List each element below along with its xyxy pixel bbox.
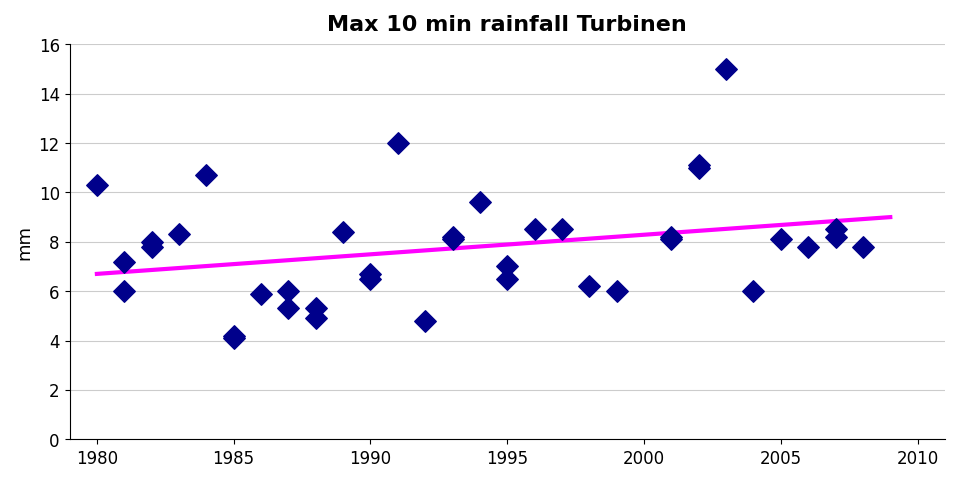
Point [801, 243, 816, 251]
Point [226, 335, 241, 342]
Point [691, 164, 707, 172]
Point [718, 66, 733, 73]
Point [609, 288, 624, 295]
Point [308, 315, 324, 322]
Point [444, 233, 460, 241]
Point [418, 317, 433, 325]
Point [171, 231, 186, 239]
Point [527, 226, 542, 234]
Point [89, 182, 105, 189]
Point [280, 305, 296, 312]
Title: Max 10 min rainfall Turbinen: Max 10 min rainfall Turbinen [327, 15, 687, 35]
Point [828, 233, 843, 241]
Point [582, 282, 597, 290]
Y-axis label: mm: mm [15, 225, 33, 260]
Point [855, 243, 871, 251]
Point [226, 332, 241, 340]
Point [144, 238, 159, 246]
Point [444, 236, 460, 243]
Point [828, 226, 843, 234]
Point [663, 236, 679, 243]
Point [499, 275, 515, 283]
Point [335, 228, 350, 236]
Point [199, 172, 214, 179]
Point [144, 243, 159, 251]
Point [663, 233, 679, 241]
Point [499, 263, 515, 270]
Point [116, 288, 132, 295]
Point [554, 226, 569, 234]
Point [472, 199, 488, 206]
Point [390, 140, 405, 147]
Point [746, 288, 761, 295]
Point [363, 275, 378, 283]
Point [308, 305, 324, 312]
Point [116, 258, 132, 266]
Point [253, 290, 269, 298]
Point [363, 270, 378, 278]
Point [773, 236, 788, 243]
Point [280, 288, 296, 295]
Point [691, 162, 707, 170]
